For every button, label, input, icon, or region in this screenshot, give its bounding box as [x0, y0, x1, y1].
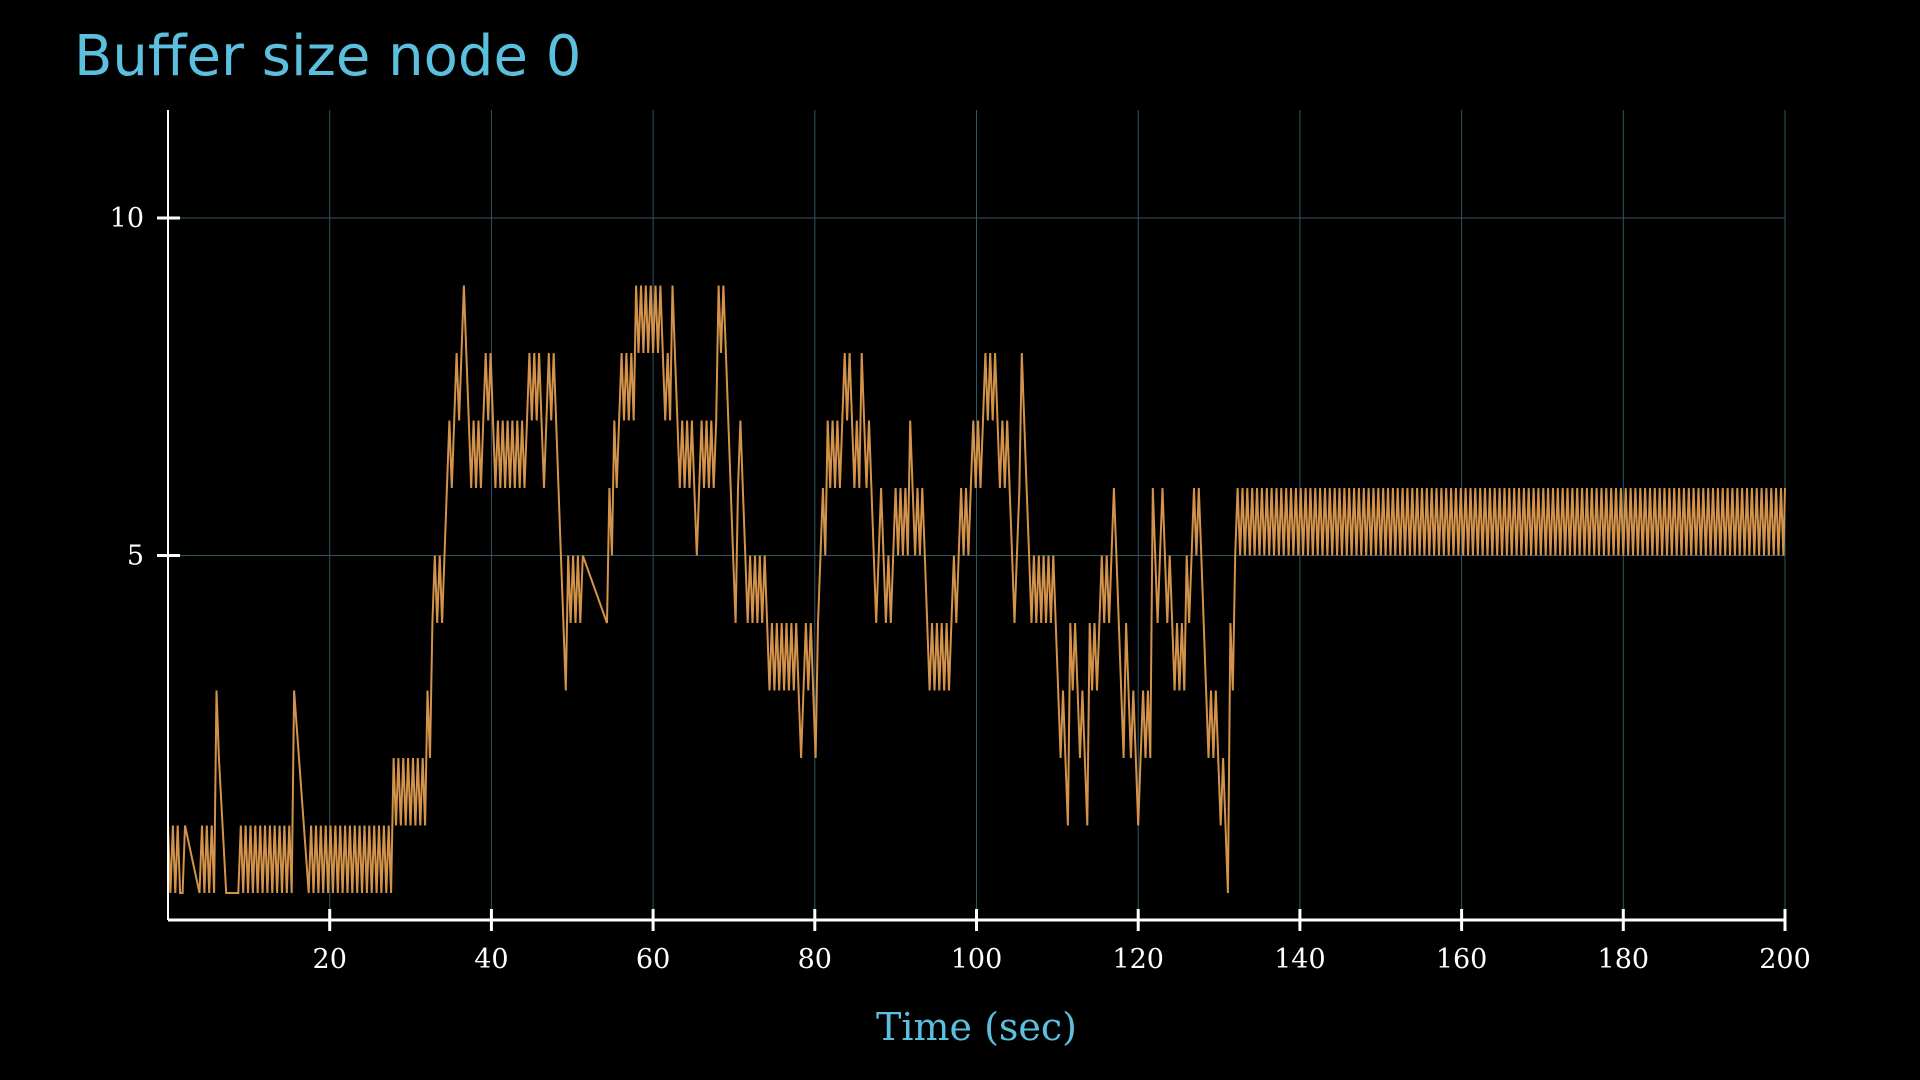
- tick-labels: 20 40 60 80 100 120 140 160 180 200 5 10: [110, 203, 1811, 975]
- series-line-0: [167, 285, 1786, 894]
- x-tick-label-120: 120: [1112, 944, 1164, 975]
- series-layer: [167, 285, 1786, 894]
- y-tick-label-5: 5: [127, 541, 144, 572]
- chart-title: Buffer size node 0: [74, 24, 582, 89]
- x-tick-label-140: 140: [1274, 944, 1326, 975]
- axes: [157, 110, 1787, 931]
- x-tick-label-180: 180: [1598, 944, 1650, 975]
- x-tick-label-200: 200: [1759, 944, 1811, 975]
- y-tick-label-10: 10: [110, 203, 144, 234]
- x-tick-label-20: 20: [313, 944, 347, 975]
- x-tick-label-80: 80: [798, 944, 832, 975]
- x-tick-label-40: 40: [474, 944, 508, 975]
- x-tick-label-60: 60: [636, 944, 670, 975]
- x-tick-label-100: 100: [951, 944, 1003, 975]
- x-axis-title: Time (sec): [876, 1005, 1077, 1049]
- x-tick-label-160: 160: [1436, 944, 1488, 975]
